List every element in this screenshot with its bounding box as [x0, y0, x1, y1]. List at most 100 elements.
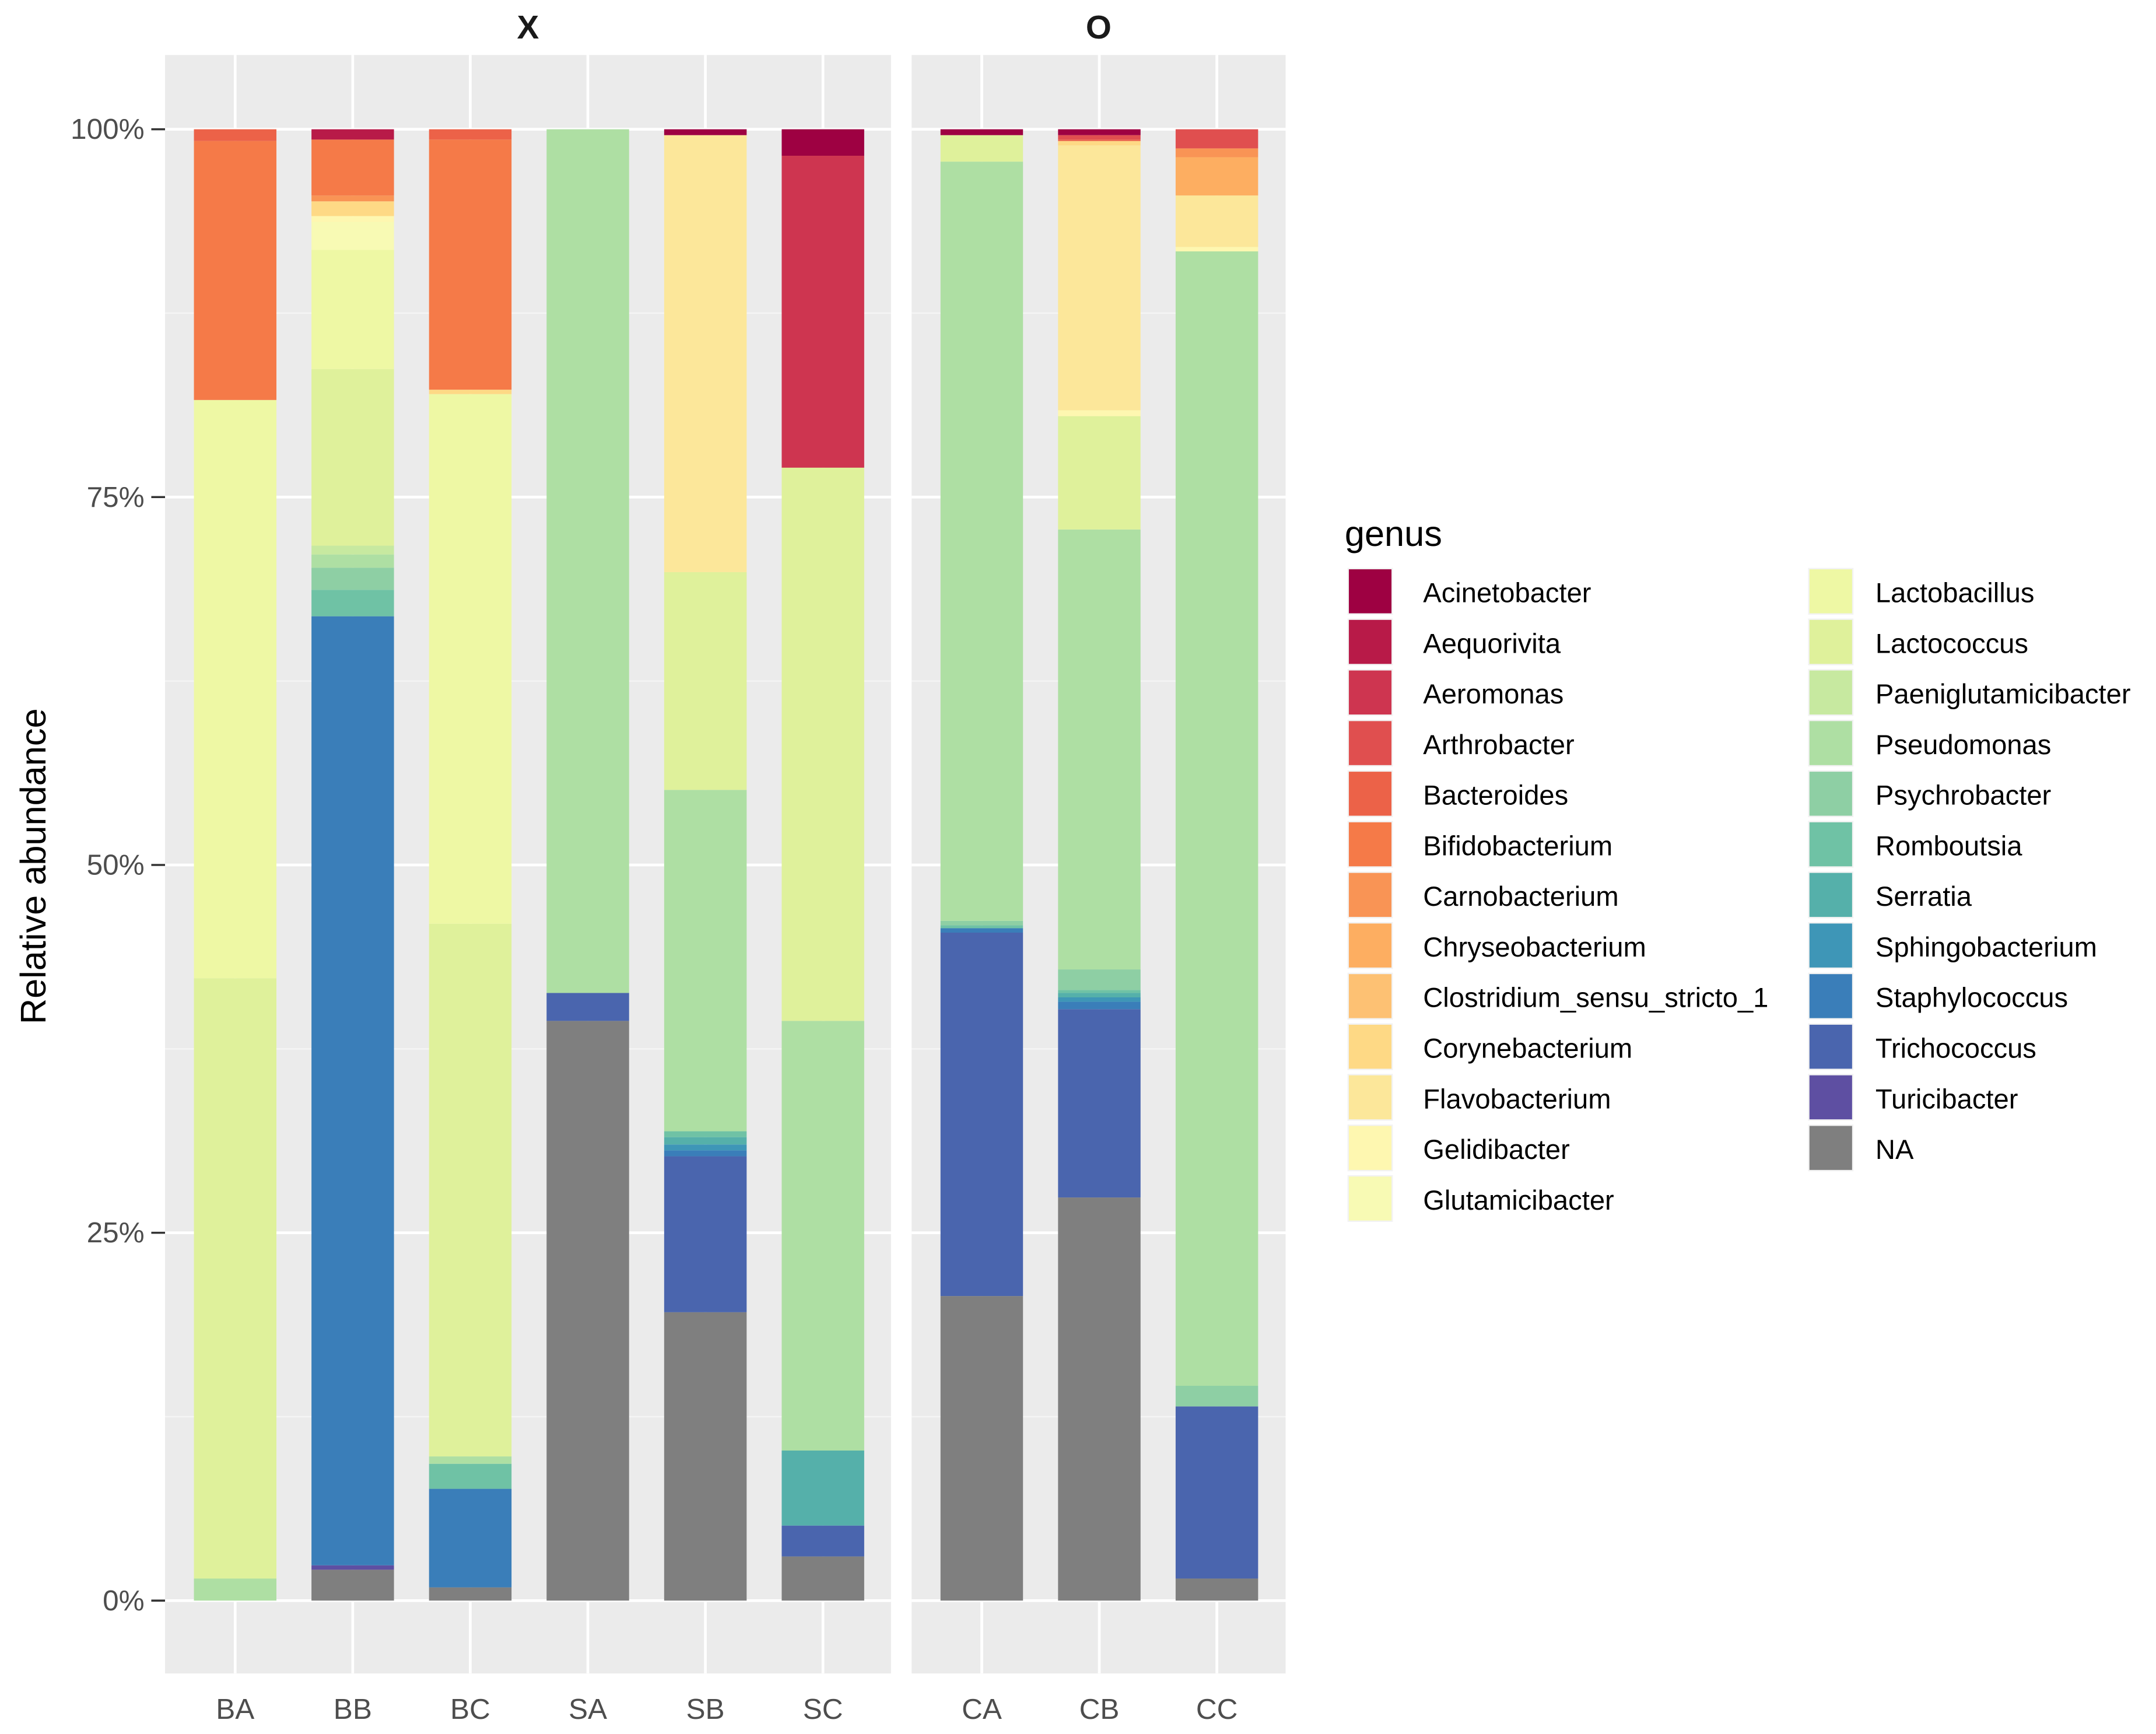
bar-segment-BB-aequorivita: [311, 129, 394, 140]
bar-segment-BA-bacteroides: [194, 129, 276, 141]
legend-label: Lactococcus: [1875, 628, 2028, 658]
legend-label: Serratia: [1875, 881, 1972, 912]
panel-strip-label: O: [1086, 9, 1112, 45]
bar-segment-BB-pseudomonas: [311, 554, 394, 568]
legend-label: Turicibacter: [1875, 1083, 2018, 1114]
bar-segment-CB-gelidibacter: [1058, 410, 1141, 416]
y-axis-title: Relative abundance: [13, 708, 53, 1024]
legend-swatch: [1809, 873, 1852, 917]
bar-segment-SB-pseudomonas: [664, 790, 747, 1132]
bar-segment-BB-staphylococcus: [311, 616, 394, 1565]
legend-swatch: [1348, 923, 1392, 968]
legend-item-sphingobacterium: Sphingobacterium: [1808, 922, 2097, 969]
bar-segment-BC-bifidobacterium: [429, 139, 512, 390]
legend-item-chryseobacterium: Chryseobacterium: [1347, 922, 1646, 969]
legend: genus Acinetobacter Aequorivita Aeromonas A…: [1345, 514, 2131, 1222]
legend-swatch: [1809, 670, 1852, 715]
legend-item-aequorivita: Aequorivita: [1347, 618, 1561, 665]
bar-segment-CC-pseudomonas: [1175, 251, 1258, 1386]
bar-BA: [194, 129, 276, 1601]
legend-item-arthrobacter: Arthrobacter: [1347, 719, 1575, 767]
legend-title: genus: [1345, 514, 1442, 554]
legend-item-na: NA: [1808, 1125, 1914, 1172]
legend-item-lactobacillus: Lactobacillus: [1808, 568, 2034, 615]
bar-segment-BC-lactococcus: [429, 923, 512, 1457]
bar-segment-BB-psychrobacter: [311, 568, 394, 590]
legend-label: Carnobacterium: [1423, 881, 1618, 912]
bar-segment-SC-pseudomonas: [781, 1021, 864, 1451]
bar-segment-CB-romboutsia: [1058, 990, 1141, 993]
bar-segment-SB-na: [664, 1312, 747, 1601]
legend-swatch: [1348, 974, 1392, 1018]
bar-BB: [311, 129, 394, 1601]
bar-segment-BB-romboutsia: [311, 590, 394, 616]
bar-segment-SB-flavobacterium: [664, 135, 747, 572]
x-tick-label: SB: [686, 1693, 725, 1725]
bar-segment-SC-acinetobacter: [781, 129, 864, 156]
bar-segment-BB-na: [311, 1570, 394, 1601]
legend-swatch: [1348, 1024, 1392, 1069]
legend-swatch: [1348, 822, 1392, 867]
bar-segment-SB-staphylococcus: [664, 1150, 747, 1157]
y-tick-label: 100%: [71, 113, 145, 145]
bar-segment-SB-trichococcus: [664, 1156, 747, 1312]
bar-segment-BB-lactococcus: [311, 369, 394, 546]
legend-swatch: [1348, 619, 1392, 664]
bar-segment-SB-acinetobacter: [664, 129, 747, 135]
bar-segment-BB-paeniglutamicibacter: [311, 545, 394, 555]
y-tick-label: 0%: [103, 1585, 145, 1617]
legend-label: Paeniglutamicibacter: [1875, 678, 2131, 709]
legend-swatch: [1809, 1126, 1852, 1170]
bar-segment-CA-na: [940, 1296, 1023, 1601]
bar-segment-BC-staphylococcus: [429, 1488, 512, 1588]
bar-segment-SB-romboutsia: [664, 1131, 747, 1137]
bar-segment-CC-trichococcus: [1175, 1406, 1258, 1579]
legend-swatch: [1348, 772, 1392, 816]
legend-item-trichococcus: Trichococcus: [1808, 1023, 2036, 1070]
legend-swatch: [1809, 1075, 1852, 1120]
legend-label: Arthrobacter: [1423, 729, 1574, 760]
x-tick-label: BB: [334, 1693, 372, 1725]
legend-item-pseudomonas: Pseudomonas: [1808, 719, 2051, 767]
legend-swatch: [1809, 822, 1852, 867]
legend-swatch: [1809, 923, 1852, 968]
bar-segment-CC-chryseobacterium: [1175, 157, 1258, 196]
bar-segment-CA-trichococcus: [940, 933, 1023, 1297]
bar-segment-BB-glutamicibacter: [311, 222, 394, 250]
bar-segment-CC-gelidibacter: [1175, 247, 1258, 252]
legend-label: Bifidobacterium: [1423, 830, 1612, 861]
x-tick-label: CB: [1079, 1693, 1120, 1725]
bar-segment-BC-na: [429, 1587, 512, 1601]
legend-label: Corynebacterium: [1423, 1033, 1632, 1064]
x-tick-label: CC: [1196, 1693, 1238, 1725]
bar-segment-SC-trichococcus: [781, 1525, 864, 1557]
panel-x: X BA BB BC SA SB SC: [165, 9, 891, 1725]
bar-segment-CB-na: [1058, 1197, 1141, 1601]
legend-swatch: [1348, 569, 1392, 614]
bar-segment-SB-serratia: [664, 1137, 747, 1145]
bar-segment-CB-corynebacterium: [1058, 141, 1141, 146]
bar-segment-CA-lactococcus: [940, 135, 1023, 162]
legend-swatch: [1809, 619, 1852, 664]
bar-segment-CB-bacteroides: [1058, 139, 1141, 141]
legend-item-lactococcus: Lactococcus: [1808, 618, 2028, 665]
legend-swatch: [1809, 772, 1852, 816]
legend-label: Romboutsia: [1875, 830, 2022, 861]
bar-segment-CA-pseudomonas: [940, 162, 1023, 921]
bar-segment-CB-staphylococcus: [1058, 1001, 1141, 1010]
bar-segment-CB-sphingobacterium: [1058, 997, 1141, 1002]
legend-swatch: [1348, 873, 1392, 917]
legend-swatch: [1809, 1024, 1852, 1069]
legend-label: Flavobacterium: [1423, 1083, 1611, 1114]
legend-label: Trichococcus: [1875, 1033, 2036, 1064]
legend-label: Gelidibacter: [1423, 1134, 1570, 1165]
bar-SA: [546, 129, 629, 1601]
bar-segment-SC-serratia: [781, 1450, 864, 1526]
bar-segment-BC-corynebacterium: [429, 390, 512, 394]
legend-swatch: [1809, 569, 1852, 614]
legend-label: Glutamicibacter: [1423, 1185, 1614, 1215]
bar-segment-BC-romboutsia: [429, 1463, 512, 1489]
bar-segment-BC-pseudomonas: [429, 1456, 512, 1464]
bar-segment-SC-aeromonas: [781, 156, 864, 468]
